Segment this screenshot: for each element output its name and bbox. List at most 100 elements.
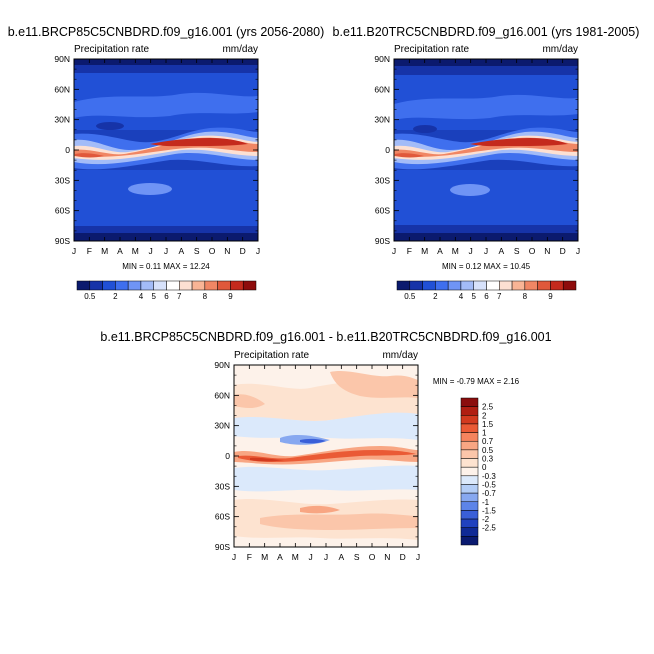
colorbar-swatch: [460, 492, 479, 503]
colorbar-swatch: [460, 406, 479, 416]
colorbar-label: 9: [548, 292, 553, 301]
colorbar-swatch: [537, 280, 551, 291]
x-tick-label: J: [469, 246, 473, 256]
y-tick-label: 30S: [215, 481, 230, 491]
colorbar-swatch: [460, 415, 479, 425]
min-max-stats: MIN = 0.12 MAX = 10.45: [442, 262, 531, 271]
colorbar-label: 8: [203, 292, 208, 301]
min-max-stats: MIN = 0.11 MAX = 12.24: [122, 262, 210, 271]
colorbar-swatch: [242, 280, 257, 291]
colorbar-label: -0.3: [482, 472, 496, 481]
colorbar-label: 0.5: [482, 446, 494, 455]
colorbar-label: 5: [471, 292, 476, 301]
colorbar-swatch: [460, 475, 479, 485]
colorbar-label: 8: [523, 292, 528, 301]
colorbar-swatch: [473, 280, 487, 291]
x-tick-label: S: [354, 552, 360, 562]
colorbar-swatch: [486, 280, 500, 291]
variable-label: Precipitation rate: [394, 44, 469, 55]
colorbar-label: -2.5: [482, 524, 496, 533]
colorbar-swatch: [460, 484, 479, 494]
colorbar-swatch: [396, 280, 411, 291]
colorbar-label: 4: [139, 292, 144, 301]
x-tick-label: D: [240, 246, 246, 256]
colorbar-swatch: [115, 280, 129, 291]
x-tick-label: A: [338, 552, 344, 562]
panel-title: b.e11.BRCP85C5CNBDRD.f09_g16.001 (yrs 20…: [8, 25, 325, 39]
colorbar-swatch: [460, 466, 479, 477]
colorbar-swatch: [550, 280, 564, 291]
x-tick-label: M: [292, 552, 299, 562]
x-tick-label: A: [437, 246, 443, 256]
colorbar-label: 0.5: [84, 292, 96, 301]
colorbar-swatch: [460, 527, 479, 537]
heatmap-field: [234, 365, 418, 547]
panel-difference: b.e11.BRCP85C5CNBDRD.f09_g16.001 - b.e11…: [100, 330, 551, 562]
colorbar-label: 2: [482, 411, 487, 420]
colorbar: 0.5 2 4 5 6 7 8 9: [76, 280, 257, 301]
y-tick-label: 0: [225, 451, 230, 461]
units-label: mm/day: [382, 350, 418, 361]
colorbar-label: 0.3: [482, 455, 494, 464]
colorbar-label: 6: [484, 292, 489, 301]
colorbar-swatch: [166, 280, 180, 291]
colorbar-swatch: [460, 536, 479, 546]
y-tick-label: 90S: [215, 542, 230, 552]
y-tick-label: 60N: [214, 390, 230, 400]
colorbar-swatch: [140, 280, 154, 291]
colorbar-swatch: [460, 280, 474, 291]
colorbar-label: 9: [228, 292, 233, 301]
colorbar-label: 5: [151, 292, 156, 301]
colorbar-swatch: [422, 280, 436, 291]
colorbar-swatch: [447, 280, 462, 291]
colorbar-label: -2: [482, 515, 490, 524]
y-tick-label: 60S: [55, 206, 70, 216]
y-tick-label: 90N: [214, 360, 230, 370]
heatmap-field: [74, 59, 258, 241]
x-tick-label: M: [132, 246, 139, 256]
colorbar-swatch: [562, 280, 577, 291]
colorbar-swatch: [230, 280, 244, 291]
colorbar-label: 6: [164, 292, 169, 301]
colorbar-label: 1: [482, 429, 487, 438]
min-max-stats: MIN = -0.79 MAX = 2.16: [433, 377, 520, 386]
colorbar-swatch: [102, 280, 116, 291]
colorbar-label: 2: [433, 292, 438, 301]
x-tick-label: N: [384, 552, 390, 562]
y-tick-label: 90S: [375, 236, 390, 246]
panel-title: b.e11.BRCP85C5CNBDRD.f09_g16.001 - b.e11…: [100, 330, 551, 344]
colorbar-label: -0.7: [482, 489, 496, 498]
colorbar-label: -1.5: [482, 506, 496, 515]
colorbar-label: 2.5: [482, 403, 494, 412]
colorbar-label: 1.5: [482, 420, 494, 429]
colorbar-swatch: [204, 280, 218, 291]
x-tick-label: A: [178, 246, 184, 256]
x-tick-label: M: [101, 246, 108, 256]
y-tick-label: 60S: [375, 206, 390, 216]
colorbar-swatch: [89, 280, 103, 291]
y-tick-label: 90N: [54, 54, 70, 64]
colorbar-label: -0.5: [482, 480, 496, 489]
colorbar-label: 4: [459, 292, 464, 301]
y-tick-label: 30N: [214, 421, 230, 431]
y-tick-label: 60S: [215, 512, 230, 522]
x-tick-label: O: [369, 552, 376, 562]
y-tick-label: 60N: [54, 84, 70, 94]
colorbar-label: 7: [177, 292, 182, 301]
y-tick-label: 90N: [374, 54, 390, 64]
units-label: mm/day: [222, 44, 258, 55]
colorbar: 2.521.510.70.50.30-0.3-0.5-0.7-1-1.5-2-2…: [460, 397, 496, 546]
y-tick-label: 90S: [55, 236, 70, 246]
colorbar-label: 0.7: [482, 437, 494, 446]
colorbar-swatch: [460, 432, 479, 442]
colorbar-swatch: [76, 280, 91, 291]
colorbar-label: 2: [113, 292, 118, 301]
x-tick-label: J: [576, 246, 580, 256]
x-tick-label: S: [194, 246, 200, 256]
y-tick-label: 30S: [375, 175, 390, 185]
x-tick-label: M: [261, 552, 268, 562]
